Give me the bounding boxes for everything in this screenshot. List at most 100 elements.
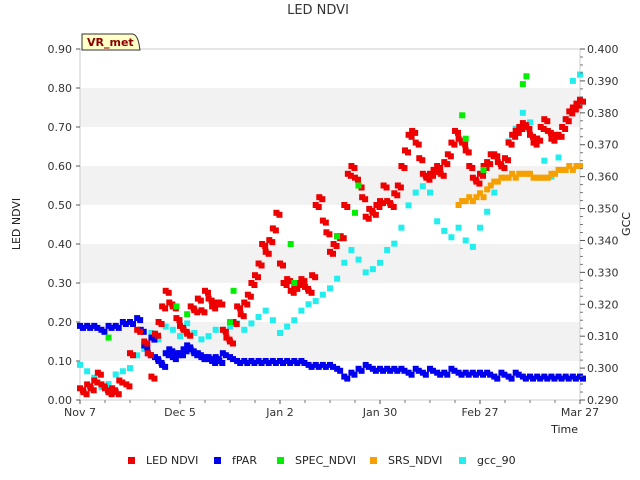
y-right-tick-label: 0.290: [587, 394, 619, 407]
data-point: [459, 198, 466, 205]
data-point: [369, 266, 376, 273]
data-point: [522, 375, 529, 382]
data-point: [451, 367, 458, 374]
data-point: [137, 317, 144, 324]
data-point: [476, 180, 483, 187]
data-point: [272, 227, 279, 234]
data-point: [477, 190, 483, 197]
data-point: [491, 189, 498, 196]
data-point: [355, 176, 361, 183]
legend-label: fPAR: [232, 454, 257, 467]
data-point: [319, 196, 326, 203]
data-point: [255, 274, 261, 281]
data-point: [230, 356, 236, 363]
data-point: [412, 189, 419, 196]
data-point: [291, 317, 298, 324]
data-point: [577, 71, 583, 78]
data-point: [541, 157, 548, 164]
data-point: [105, 334, 112, 341]
data-point: [487, 182, 494, 189]
y-right-tick-label: 0.400: [587, 43, 619, 56]
data-point: [212, 305, 219, 312]
data-point: [580, 98, 586, 105]
x-tick-label: Jan 30: [362, 406, 397, 419]
y-left-tick-label: 0.00: [48, 394, 73, 407]
data-point: [434, 218, 441, 225]
data-point: [415, 141, 422, 148]
y-right-tick-label: 0.330: [587, 266, 619, 279]
data-point: [441, 227, 448, 234]
data-point: [541, 174, 548, 181]
data-point: [197, 297, 204, 304]
grid-band: [80, 166, 580, 205]
data-point: [301, 360, 308, 366]
data-point: [298, 307, 305, 314]
y-right-tick-label: 0.370: [587, 139, 619, 152]
data-point: [233, 321, 240, 327]
data-point: [334, 233, 341, 240]
chart-title: LED NDVI: [287, 3, 349, 18]
data-point: [280, 262, 286, 269]
data-point: [491, 178, 498, 185]
data-point: [405, 149, 411, 156]
site-badge: VR_met: [81, 33, 141, 51]
data-point: [90, 387, 97, 394]
data-point: [137, 328, 144, 335]
data-point: [269, 239, 276, 246]
y-left-tick-label: 0.80: [48, 82, 73, 95]
data-point: [94, 324, 101, 331]
data-point: [377, 259, 383, 266]
data-point: [341, 259, 348, 266]
data-point: [372, 367, 379, 374]
data-point: [565, 375, 572, 382]
data-point: [140, 328, 147, 335]
data-point: [184, 311, 191, 318]
data-point: [398, 224, 405, 231]
data-point: [297, 282, 304, 288]
data-point: [519, 126, 526, 132]
data-point: [115, 391, 122, 398]
data-point: [494, 178, 501, 185]
data-point: [394, 192, 401, 199]
data-point: [433, 168, 440, 175]
data-point: [255, 314, 262, 321]
data-point: [455, 224, 462, 231]
data-point: [155, 332, 161, 339]
data-point: [469, 198, 476, 205]
data-point: [294, 360, 301, 366]
data-point: [287, 278, 294, 285]
data-point: [272, 360, 279, 366]
data-point: [469, 165, 476, 171]
series-srs-ndvi: [455, 163, 583, 208]
x-tick-label: Dec 5: [164, 406, 196, 419]
data-point: [337, 367, 344, 374]
data-point: [151, 375, 158, 382]
data-point: [184, 320, 191, 327]
data-marks: [77, 71, 586, 398]
data-point: [344, 375, 351, 382]
data-point: [530, 174, 537, 181]
data-point: [558, 133, 565, 140]
data-point: [97, 371, 104, 378]
data-point: [540, 126, 547, 132]
data-point: [455, 202, 462, 208]
data-point: [376, 204, 383, 210]
data-point: [372, 211, 379, 218]
x-tick-label: Jan 2: [265, 406, 293, 419]
x-tick-label: Mar 27: [561, 406, 599, 419]
legend-swatch: [459, 457, 466, 464]
data-point: [227, 319, 233, 325]
data-point: [501, 165, 508, 171]
data-point: [255, 260, 262, 267]
data-point: [555, 154, 562, 161]
data-point: [365, 215, 372, 222]
data-point: [437, 165, 444, 171]
data-point: [530, 375, 536, 382]
data-point: [127, 365, 133, 372]
data-point: [355, 256, 362, 263]
data-point: [462, 198, 469, 205]
data-point: [287, 241, 294, 247]
legend: LED NDVI fPAR SPEC_NDVI SRS_NDVI gcc_90: [128, 454, 516, 467]
data-point: [130, 321, 136, 327]
data-point: [383, 184, 390, 191]
